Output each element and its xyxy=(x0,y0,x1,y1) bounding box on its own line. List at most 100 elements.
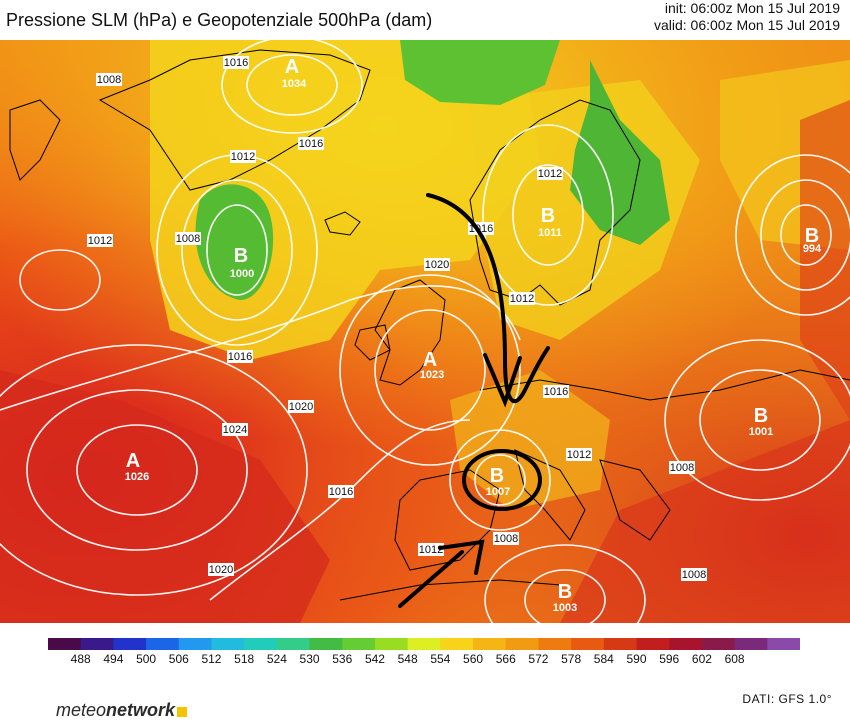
color-scale-swatch xyxy=(309,638,343,650)
color-scale-tick-label: 494 xyxy=(103,652,124,666)
isobar-labels: 1008 1016 1012 1016 1012 1012 1008 1020 … xyxy=(87,56,707,581)
color-scale-swatch xyxy=(734,638,768,650)
isobar-label: 1012 xyxy=(566,448,592,461)
svg-text:1016: 1016 xyxy=(329,486,353,498)
color-scale-swatch xyxy=(276,638,311,650)
isobar-label: 1012 xyxy=(230,150,256,163)
svg-text:A: A xyxy=(423,349,437,371)
weather-map: 1008 1016 1012 1016 1012 1012 1008 1020 … xyxy=(0,40,850,623)
green-zone-north xyxy=(400,40,560,105)
isobar-label: 1016 xyxy=(227,350,253,363)
color-scale-swatch xyxy=(374,638,409,650)
red-zone-sw xyxy=(0,370,330,623)
straight-arrow xyxy=(398,550,464,608)
color-scale-tick-label: 524 xyxy=(266,652,287,666)
svg-text:1008: 1008 xyxy=(494,533,518,545)
svg-text:1008: 1008 xyxy=(670,462,694,474)
low-pressure-center: B 1000 xyxy=(230,245,254,280)
color-scale-tick-label: 506 xyxy=(168,652,189,666)
svg-text:A: A xyxy=(126,450,140,472)
map-title: Pressione SLM (hPa) e Geopotenziale 500h… xyxy=(6,10,433,30)
isobar-label: 1012 xyxy=(418,543,444,556)
color-scale-tick-label: 530 xyxy=(299,652,320,666)
color-scale-swatch xyxy=(767,638,800,650)
svg-text:B: B xyxy=(490,465,504,487)
color-scale-tick-label: 608 xyxy=(724,652,745,666)
isobars xyxy=(0,40,850,623)
color-scale-swatch xyxy=(440,638,474,650)
isobar-label: 1024 xyxy=(222,423,248,436)
high-pressure-center: A 1034 xyxy=(282,56,307,90)
color-scale-tick-label: 566 xyxy=(495,652,516,666)
svg-text:1023: 1023 xyxy=(420,369,444,381)
svg-text:1000: 1000 xyxy=(230,268,254,280)
svg-text:1020: 1020 xyxy=(289,401,313,413)
pressure-centers: A 1034 B 1000 B 1011 B 994 A 1023 A 1026… xyxy=(125,56,822,614)
svg-text:B: B xyxy=(805,225,819,247)
high-pressure-center: A 1023 xyxy=(420,349,444,381)
color-scale-tick-label: 560 xyxy=(463,652,484,666)
color-scale-swatch xyxy=(342,638,376,650)
svg-text:1034: 1034 xyxy=(282,78,307,90)
svg-text:1016: 1016 xyxy=(224,57,248,69)
coastlines xyxy=(9,49,850,601)
svg-text:1012: 1012 xyxy=(88,235,112,247)
isobar-label: 1020 xyxy=(424,258,450,271)
color-scale-swatch xyxy=(407,638,441,650)
color-scale-swatch xyxy=(701,638,736,650)
color-scale-swatch xyxy=(669,638,703,650)
color-scale-tick-label: 536 xyxy=(332,652,353,666)
isobar-label: 1012 xyxy=(87,234,113,247)
color-scale-swatch xyxy=(538,638,572,650)
isobar-label: 1016 xyxy=(298,137,324,150)
svg-text:1012: 1012 xyxy=(419,544,443,556)
svg-text:994: 994 xyxy=(803,243,822,255)
high-pressure-center: A 1026 xyxy=(125,450,149,483)
color-scale-swatch xyxy=(505,638,539,650)
annotations xyxy=(398,193,550,608)
color-scale-swatch xyxy=(571,638,605,650)
valid-time: valid: 06:00z Mon 15 Jul 2019 xyxy=(653,17,840,33)
svg-text:1020: 1020 xyxy=(425,259,449,271)
svg-text:1003: 1003 xyxy=(553,602,577,614)
svg-text:1007: 1007 xyxy=(486,486,510,498)
color-scale-swatch xyxy=(603,638,638,650)
low-pressure-center: B 1007 xyxy=(486,465,510,498)
color-scale-tick-label: 602 xyxy=(691,652,712,666)
low-pressure-center: B 1001 xyxy=(749,405,773,438)
color-scale-tick-label: 512 xyxy=(201,652,222,666)
svg-text:1012: 1012 xyxy=(510,293,534,305)
svg-text:1011: 1011 xyxy=(538,227,562,239)
color-scale-tick-label: 590 xyxy=(626,652,647,666)
svg-text:1012: 1012 xyxy=(538,168,562,180)
color-scale-swatch xyxy=(473,638,507,650)
color-scale-swatch xyxy=(178,638,212,650)
svg-text:1012: 1012 xyxy=(231,151,255,163)
svg-text:1020: 1020 xyxy=(209,564,233,576)
svg-text:B: B xyxy=(541,205,555,227)
svg-text:B: B xyxy=(558,581,572,603)
isobar-label: 1008 xyxy=(96,73,122,86)
color-scale-swatch xyxy=(113,638,147,650)
meteonetwork-logo: meteonetwork xyxy=(56,700,188,721)
svg-text:1008: 1008 xyxy=(682,569,706,581)
color-scale-tick-label: 500 xyxy=(136,652,157,666)
isobar-label: 1016 xyxy=(328,485,354,498)
svg-text:1008: 1008 xyxy=(176,233,200,245)
low-pressure-center: B 1011 xyxy=(538,205,562,239)
color-scale-swatch xyxy=(211,638,245,650)
isobar-label: 1012 xyxy=(509,292,535,305)
color-scale-swatch xyxy=(80,638,114,650)
green-zone-finland xyxy=(570,60,670,245)
low-pressure-center: B 1003 xyxy=(553,581,577,614)
isobar-label: 1008 xyxy=(681,568,707,581)
svg-text:1024: 1024 xyxy=(223,424,247,436)
color-scale-labels: 488 494 500 506 512 518 524 530 536 542 548 554 560 5… xyxy=(48,652,800,668)
isobar-label: 1008 xyxy=(175,232,201,245)
isobar-label: 1020 xyxy=(288,400,314,413)
isobar-label: 1012 xyxy=(537,167,563,180)
isobar-label: 1016 xyxy=(223,56,249,69)
color-scale-tick-label: 488 xyxy=(70,652,91,666)
color-scale-tick-label: 572 xyxy=(528,652,549,666)
color-scale-tick-label: 578 xyxy=(561,652,582,666)
